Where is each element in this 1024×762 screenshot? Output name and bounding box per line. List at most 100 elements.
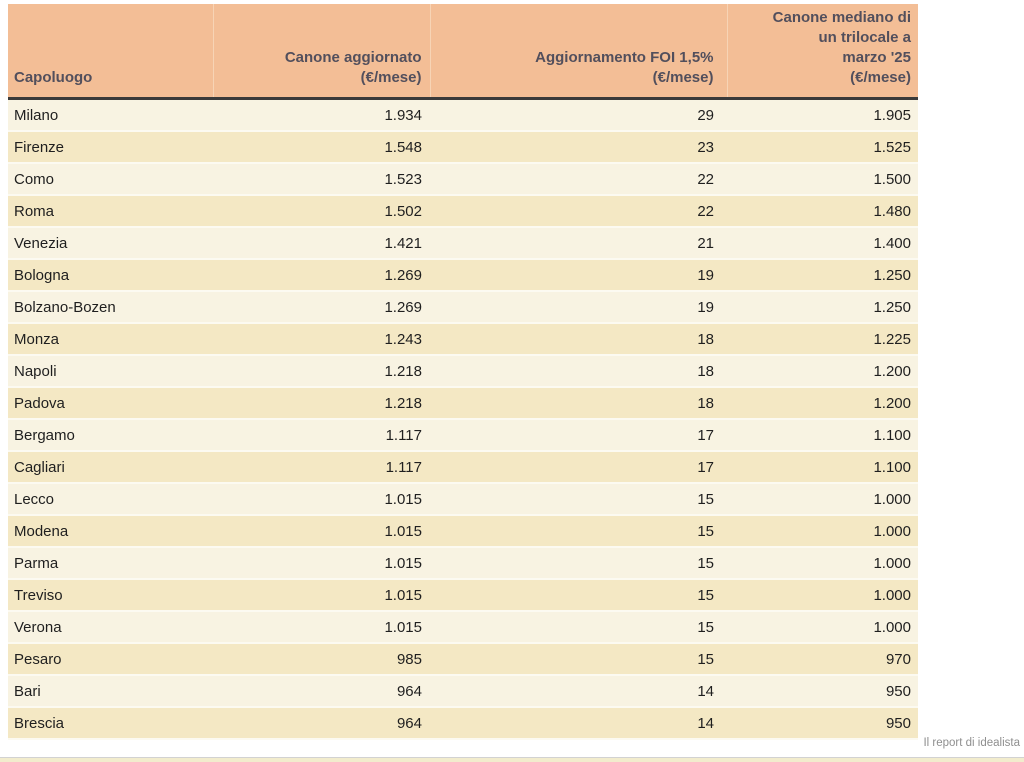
aggiornamento-foi-cell: 22 <box>430 163 727 196</box>
aggiornamento-foi-cell: 15 <box>430 483 727 516</box>
canone-mediano-cell: 1.250 <box>727 291 918 324</box>
table-row: Treviso 1.015 15 1.000 <box>8 579 918 612</box>
aggiornamento-foi-cell: 15 <box>430 547 727 580</box>
table-row: Lecco 1.015 15 1.000 <box>8 483 918 516</box>
canone-aggiornato-cell: 1.015 <box>213 579 430 612</box>
canone-mediano-cell: 950 <box>727 675 918 708</box>
bottom-strip <box>0 757 1024 762</box>
city-cell: Padova <box>8 387 213 420</box>
table-row: Padova 1.218 18 1.200 <box>8 387 918 420</box>
canone-aggiornato-cell: 1.269 <box>213 291 430 324</box>
table-row: Bari 964 14 950 <box>8 675 918 708</box>
aggiornamento-foi-cell: 18 <box>430 387 727 420</box>
table-row: Bergamo 1.117 17 1.100 <box>8 419 918 452</box>
canone-aggiornato-cell: 1.015 <box>213 611 430 644</box>
canone-aggiornato-cell: 1.269 <box>213 259 430 292</box>
city-cell: Monza <box>8 323 213 356</box>
canone-mediano-cell: 950 <box>727 707 918 740</box>
table-row: Roma 1.502 22 1.480 <box>8 195 918 228</box>
city-cell: Modena <box>8 515 213 548</box>
aggiornamento-foi-cell: 17 <box>430 451 727 484</box>
canone-mediano-cell: 1.905 <box>727 98 918 132</box>
aggiornamento-foi-cell: 18 <box>430 323 727 356</box>
canone-mediano-cell: 1.000 <box>727 547 918 580</box>
header-capoluogo: Capoluogo <box>8 4 213 100</box>
canone-aggiornato-cell: 1.117 <box>213 451 430 484</box>
header-canone-mediano: Canone mediano di un trilocale a marzo '… <box>726 4 918 100</box>
table-row: Bolzano-Bozen 1.269 19 1.250 <box>8 291 918 324</box>
aggiornamento-foi-cell: 15 <box>430 579 727 612</box>
canone-aggiornato-cell: 1.421 <box>213 227 430 260</box>
canone-aggiornato-cell: 1.523 <box>213 163 430 196</box>
city-cell: Pesaro <box>8 643 213 676</box>
canone-mediano-cell: 1.000 <box>727 611 918 644</box>
table-row: Brescia 964 14 950 <box>8 707 918 740</box>
canone-aggiornato-cell: 1.015 <box>213 547 430 580</box>
aggiornamento-foi-cell: 22 <box>430 195 727 228</box>
canone-aggiornato-cell: 1.015 <box>213 515 430 548</box>
canone-mediano-cell: 1.200 <box>727 355 918 388</box>
aggiornamento-foi-cell: 29 <box>430 98 727 132</box>
canone-mediano-cell: 1.480 <box>727 195 918 228</box>
table-body: Milano 1.934 29 1.905 Firenze 1.548 23 1.525 Com… <box>8 98 918 740</box>
canone-mediano-cell: 1.100 <box>727 419 918 452</box>
aggiornamento-foi-cell: 19 <box>430 291 727 324</box>
canone-aggiornato-cell: 1.548 <box>213 131 430 164</box>
table-row: Verona 1.015 15 1.000 <box>8 611 918 644</box>
header-aggiornamento-foi: Aggiornamento FOI 1,5% (€/mese) <box>429 4 727 100</box>
aggiornamento-foi-cell: 15 <box>430 515 727 548</box>
canone-aggiornato-cell: 1.934 <box>213 98 430 132</box>
canone-aggiornato-cell: 1.243 <box>213 323 430 356</box>
table-row: Firenze 1.548 23 1.525 <box>8 131 918 164</box>
city-cell: Roma <box>8 195 213 228</box>
canone-mediano-cell: 1.400 <box>727 227 918 260</box>
aggiornamento-foi-cell: 23 <box>430 131 727 164</box>
aggiornamento-foi-cell: 18 <box>430 355 727 388</box>
city-cell: Napoli <box>8 355 213 388</box>
city-cell: Venezia <box>8 227 213 260</box>
table-header: Capoluogo Canone aggiornato (€/mese) Agg… <box>8 4 918 100</box>
city-cell: Bari <box>8 675 213 708</box>
table-row: Napoli 1.218 18 1.200 <box>8 355 918 388</box>
canone-aggiornato-cell: 1.015 <box>213 483 430 516</box>
canone-mediano-cell: 1.525 <box>727 131 918 164</box>
table-row: Modena 1.015 15 1.000 <box>8 515 918 548</box>
city-cell: Parma <box>8 547 213 580</box>
canone-aggiornato-cell: 964 <box>213 675 430 708</box>
canone-mediano-cell: 1.000 <box>727 483 918 516</box>
canone-mediano-cell: 1.500 <box>727 163 918 196</box>
city-cell: Bergamo <box>8 419 213 452</box>
canone-aggiornato-cell: 1.218 <box>213 355 430 388</box>
aggiornamento-foi-cell: 15 <box>430 643 727 676</box>
canone-mediano-cell: 1.100 <box>727 451 918 484</box>
city-cell: Milano <box>8 98 213 132</box>
canone-aggiornato-cell: 1.502 <box>213 195 430 228</box>
table-row: Milano 1.934 29 1.905 <box>8 98 918 132</box>
canone-mediano-cell: 1.225 <box>727 323 918 356</box>
city-cell: Treviso <box>8 579 213 612</box>
rent-table: Capoluogo Canone aggiornato (€/mese) Agg… <box>8 4 918 740</box>
header-row: Capoluogo Canone aggiornato (€/mese) Agg… <box>8 4 918 100</box>
city-cell: Brescia <box>8 707 213 740</box>
canone-mediano-cell: 970 <box>727 643 918 676</box>
table-row: Bologna 1.269 19 1.250 <box>8 259 918 292</box>
aggiornamento-foi-cell: 14 <box>430 707 727 740</box>
city-cell: Bologna <box>8 259 213 292</box>
aggiornamento-foi-cell: 17 <box>430 419 727 452</box>
aggiornamento-foi-cell: 21 <box>430 227 727 260</box>
aggiornamento-foi-cell: 19 <box>430 259 727 292</box>
city-cell: Cagliari <box>8 451 213 484</box>
city-cell: Lecco <box>8 483 213 516</box>
header-canone-aggiornato: Canone aggiornato (€/mese) <box>212 4 430 100</box>
canone-aggiornato-cell: 1.218 <box>213 387 430 420</box>
canone-mediano-cell: 1.250 <box>727 259 918 292</box>
aggiornamento-foi-cell: 15 <box>430 611 727 644</box>
table-row: Venezia 1.421 21 1.400 <box>8 227 918 260</box>
city-cell: Como <box>8 163 213 196</box>
table-row: Parma 1.015 15 1.000 <box>8 547 918 580</box>
canone-aggiornato-cell: 1.117 <box>213 419 430 452</box>
city-cell: Firenze <box>8 131 213 164</box>
table-row: Como 1.523 22 1.500 <box>8 163 918 196</box>
canone-mediano-cell: 1.000 <box>727 579 918 612</box>
